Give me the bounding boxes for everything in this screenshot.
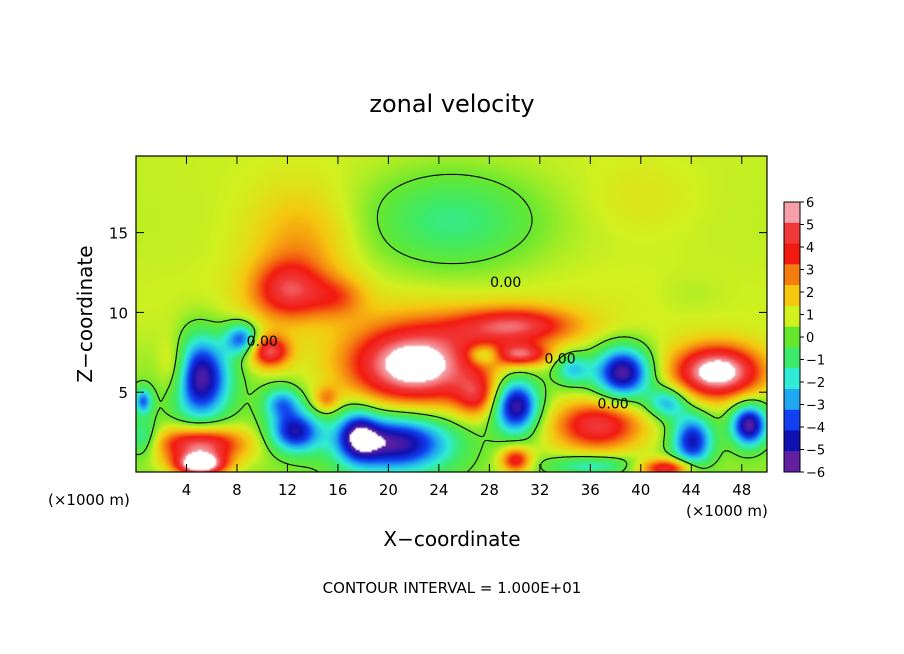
colorbar-label-7: −1 <box>806 354 825 369</box>
x-tick-label-40: 40 <box>631 481 650 499</box>
x-tick-label-16: 16 <box>328 481 347 499</box>
colorbar-swatch-5 <box>784 305 800 328</box>
colorbar-label-9: −3 <box>806 399 825 414</box>
colorbar-swatch-7 <box>784 347 800 369</box>
y-axis-ticks: 5 10 15 <box>109 225 767 402</box>
colorbar: 6 5 4 3 2 1 0 −1 −2 −3 −4 −5 −6 <box>783 196 825 481</box>
colorbar-swatch-4 <box>784 285 800 307</box>
colorbar-label-4: 2 <box>806 286 814 301</box>
contour-label-1: 0.00 <box>247 334 278 350</box>
colorbar-label-8: −2 <box>806 376 825 391</box>
y-axis-label: Z−coordinate <box>73 245 97 382</box>
x-tick-label-4: 4 <box>182 481 192 499</box>
chart-title: zonal velocity <box>369 90 534 118</box>
x-axis-ticks: 4 8 12 16 20 24 28 32 36 40 44 48 <box>182 156 751 499</box>
x-tick-label-24: 24 <box>429 481 448 499</box>
contour-label-3: 0.00 <box>597 396 628 412</box>
colorbar-label-5: 1 <box>806 309 814 324</box>
x-tick-label-48: 48 <box>732 481 751 499</box>
plot-frame <box>135 155 768 473</box>
x-axis-unit-right: (×1000 m) <box>686 502 768 520</box>
y-tick-label-10: 10 <box>109 304 128 322</box>
colorbar-label-10: −4 <box>806 421 825 436</box>
colorbar-label-6: 0 <box>806 331 814 346</box>
contour-interval-note: CONTOUR INTERVAL = 1.000E+01 <box>323 579 582 597</box>
colorbar-label-11: −5 <box>806 444 825 459</box>
zero-contour-lines <box>136 173 767 472</box>
x-tick-label-12: 12 <box>278 481 297 499</box>
heatmap-field <box>136 156 767 472</box>
x-tick-label-44: 44 <box>682 481 701 499</box>
y-tick-label-15: 15 <box>109 225 128 243</box>
colorbar-label-1: 5 <box>806 219 814 234</box>
colorbar-label-12: −6 <box>806 466 825 481</box>
colorbar-swatch-10 <box>784 409 800 431</box>
colorbar-swatch-1 <box>784 222 800 245</box>
colorbar-label-3: 3 <box>806 264 814 279</box>
colorbar-swatch-3 <box>784 264 800 286</box>
x-axis-label: X−coordinate <box>383 527 520 551</box>
colorbar-swatch-11 <box>784 430 800 452</box>
colorbar-swatch-12 <box>784 451 800 473</box>
colorbar-label-2: 4 <box>806 241 814 256</box>
zero-contour-path <box>136 173 767 472</box>
x-tick-label-36: 36 <box>581 481 600 499</box>
x-tick-label-32: 32 <box>530 481 549 499</box>
x-tick-label-20: 20 <box>379 481 398 499</box>
contour-labels: 0.00 0.00 0.00 0.00 <box>247 275 629 412</box>
colorbar-swatch-9 <box>784 388 800 411</box>
y-tick-label-5: 5 <box>118 384 128 402</box>
plot-area: 0.00 0.00 0.00 0.00 <box>135 155 768 473</box>
contour-label-2: 0.00 <box>544 352 575 368</box>
colorbar-swatch-6 <box>784 326 800 348</box>
x-tick-label-8: 8 <box>232 481 242 499</box>
x-axis-unit-left: (×1000 m) <box>48 491 130 509</box>
colorbar-swatch-0 <box>784 202 800 224</box>
x-tick-label-28: 28 <box>480 481 499 499</box>
colorbar-swatch-8 <box>784 368 800 390</box>
colorbar-label-0: 6 <box>806 196 814 211</box>
contour-label-0: 0.00 <box>490 275 521 291</box>
colorbar-swatch-2 <box>784 243 800 265</box>
